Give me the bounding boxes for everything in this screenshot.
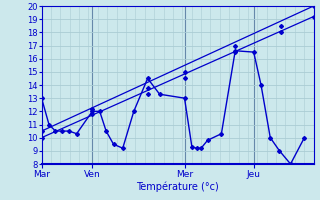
X-axis label: Température (°c): Température (°c): [136, 181, 219, 192]
